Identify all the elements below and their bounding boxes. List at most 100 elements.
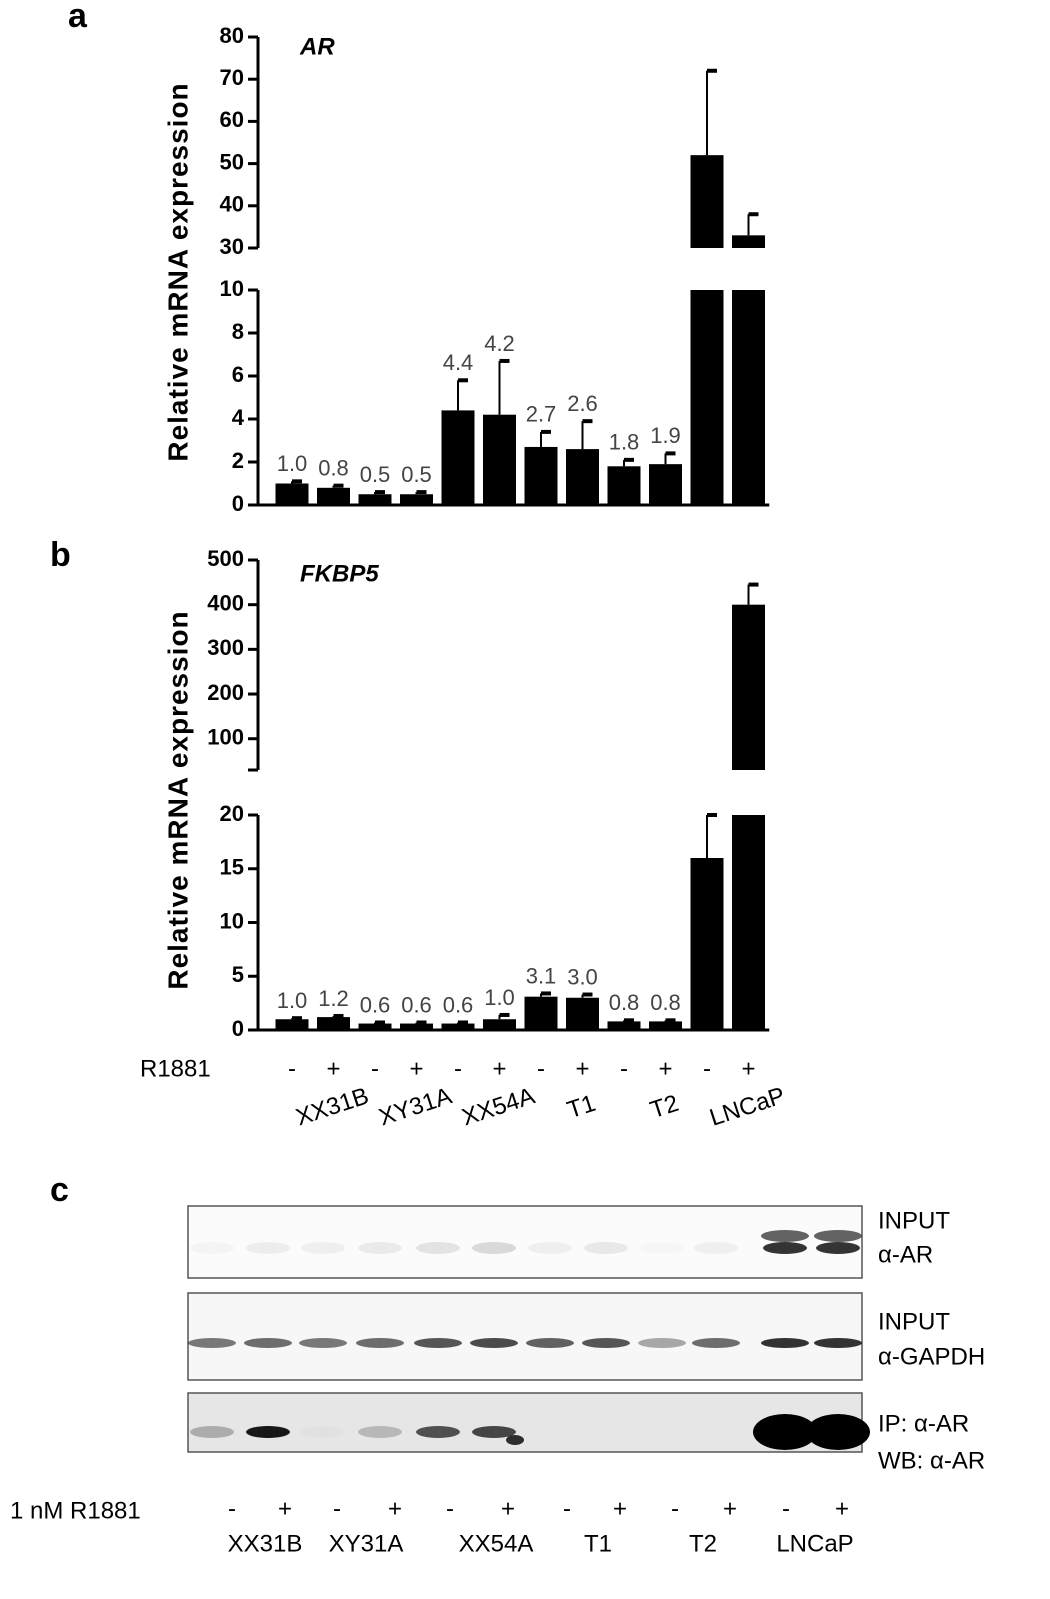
value-label: 3.1 — [526, 963, 557, 988]
x-tick-label: + — [575, 1055, 589, 1082]
lane-sign: - — [782, 1495, 790, 1522]
bar — [690, 290, 724, 505]
y-tick-label: 70 — [220, 65, 244, 90]
band — [356, 1338, 404, 1348]
bar — [275, 1019, 309, 1030]
band — [694, 1242, 738, 1254]
bar — [732, 815, 765, 1030]
blot-panel — [187, 1205, 863, 1279]
group-label: XY31A — [329, 1530, 404, 1557]
bar — [607, 1021, 641, 1030]
band — [358, 1426, 402, 1438]
y-tick-label: 40 — [220, 192, 244, 217]
lane-sign: + — [501, 1495, 515, 1522]
value-label: 0.5 — [401, 462, 432, 487]
bar — [524, 996, 558, 1030]
bar — [441, 410, 475, 505]
band — [806, 1414, 870, 1450]
x-tick-label: + — [492, 1055, 506, 1082]
value-label: 1.0 — [277, 451, 308, 476]
band — [528, 1242, 572, 1254]
blot-panel — [187, 1392, 863, 1453]
bar — [317, 487, 350, 505]
band — [753, 1414, 817, 1450]
band — [816, 1242, 860, 1254]
band — [472, 1426, 516, 1438]
band — [416, 1426, 460, 1438]
band — [763, 1242, 807, 1254]
value-label: 0.6 — [360, 992, 391, 1017]
x-tick-label: - — [454, 1055, 462, 1082]
y-tick-label: 30 — [220, 234, 244, 259]
lane-sign: - — [671, 1495, 679, 1522]
band — [188, 1338, 236, 1348]
band — [358, 1242, 402, 1254]
bar — [566, 449, 599, 505]
value-label: 2.7 — [526, 402, 557, 427]
y-tick-label: 6 — [232, 362, 244, 387]
band — [470, 1338, 518, 1348]
band — [472, 1242, 516, 1254]
chart-title: FKBP5 — [300, 560, 379, 587]
value-label: 1.9 — [650, 423, 681, 448]
blot-row-label: α-GAPDH — [878, 1343, 985, 1370]
blot-row-label: WB: α-AR — [878, 1447, 985, 1474]
y-tick-label: 200 — [207, 680, 244, 705]
band — [301, 1242, 345, 1254]
bar — [649, 1021, 682, 1030]
bar-upper — [690, 155, 724, 248]
blot-panel — [187, 1292, 863, 1381]
bar-upper — [732, 604, 765, 770]
value-label: 1.8 — [609, 430, 640, 455]
x-tick-label: + — [658, 1055, 672, 1082]
group-label: T2 — [689, 1530, 717, 1557]
bar — [566, 997, 599, 1030]
value-label: 0.8 — [650, 990, 681, 1015]
x-axis-label: R1881 — [140, 1055, 211, 1082]
group-label: LNCaP — [706, 1082, 788, 1132]
band — [190, 1426, 234, 1438]
y-tick-label: 10 — [220, 908, 244, 933]
group-label: XX54A — [459, 1530, 534, 1557]
bar — [358, 1023, 392, 1030]
y-tick-label: 2 — [232, 448, 244, 473]
band — [244, 1338, 292, 1348]
band — [301, 1426, 345, 1438]
value-label: 0.8 — [609, 990, 640, 1015]
lane-sign: + — [723, 1495, 737, 1522]
blot-row-label: INPUT — [878, 1308, 950, 1335]
band — [246, 1426, 290, 1438]
band — [640, 1242, 684, 1254]
value-label: 3.0 — [567, 964, 598, 989]
value-label: 0.6 — [443, 992, 474, 1017]
y-tick-label: 20 — [220, 801, 244, 826]
y-tick-label: 8 — [232, 319, 244, 344]
lane-sign: - — [563, 1495, 571, 1522]
group-label: T1 — [564, 1090, 599, 1124]
lane-sign: + — [278, 1495, 292, 1522]
band — [414, 1338, 462, 1348]
treatment-label: 1 nM R1881 — [10, 1497, 141, 1524]
bar — [483, 1019, 516, 1030]
bar — [317, 1017, 350, 1030]
blot-bands — [188, 1230, 870, 1450]
lane-sign: - — [228, 1495, 236, 1522]
band — [190, 1242, 234, 1254]
y-axis-label: Relative mRNA expression — [162, 82, 193, 461]
bar — [483, 414, 516, 505]
lane-sign: - — [333, 1495, 341, 1522]
y-axis-label: Relative mRNA expression — [162, 610, 193, 989]
y-tick-label: 80 — [220, 23, 244, 48]
group-label: XY31A — [376, 1083, 455, 1132]
value-label: 1.0 — [484, 985, 515, 1010]
bar — [400, 1023, 433, 1030]
lane-sign: + — [388, 1495, 402, 1522]
band — [814, 1338, 862, 1348]
value-label: 0.6 — [401, 992, 432, 1017]
band — [584, 1242, 628, 1254]
x-tick-label: - — [703, 1055, 711, 1082]
value-label: 2.6 — [567, 391, 598, 416]
chart-title: AR — [299, 33, 335, 60]
